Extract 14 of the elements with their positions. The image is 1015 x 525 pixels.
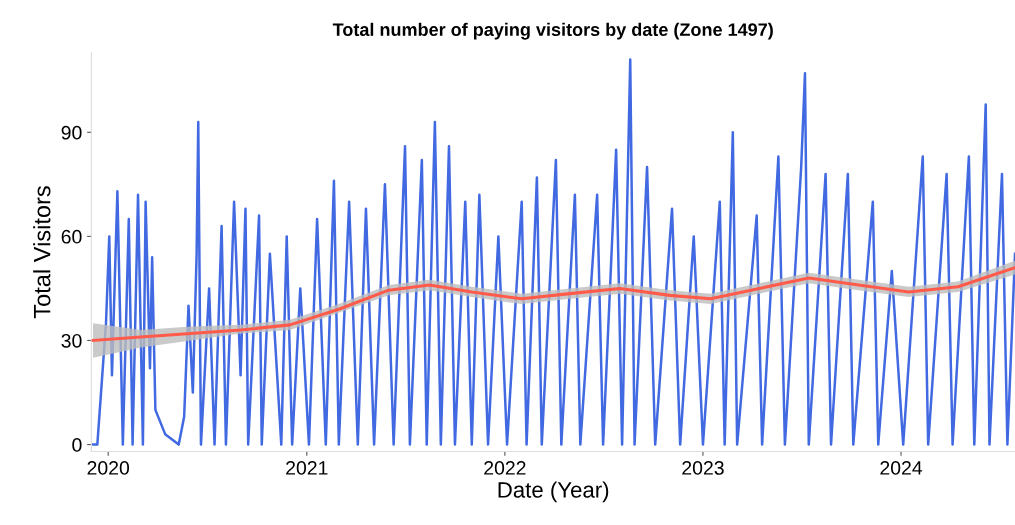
x-tick-label: 2023 [682, 461, 724, 475]
x-tick-label: 2022 [484, 461, 526, 475]
chart-title: Total number of paying visitors by date (Zone 1497) [332, 22, 773, 40]
x-tick-label: 2020 [87, 461, 130, 475]
y-axis-title: Total Visitors [33, 186, 51, 319]
x-axis-title: Date (Year) [498, 481, 609, 503]
x-tick-label: 2024 [880, 461, 923, 475]
line-series [91, 58, 1015, 446]
y-tick-label: 0 [72, 438, 82, 452]
y-tick-label: 60 [61, 229, 82, 244]
x-tick-label: 2021 [286, 461, 328, 475]
y-tick-label: 90 [61, 125, 82, 140]
y-tick-label: 30 [61, 333, 82, 348]
line-series [91, 266, 1015, 342]
